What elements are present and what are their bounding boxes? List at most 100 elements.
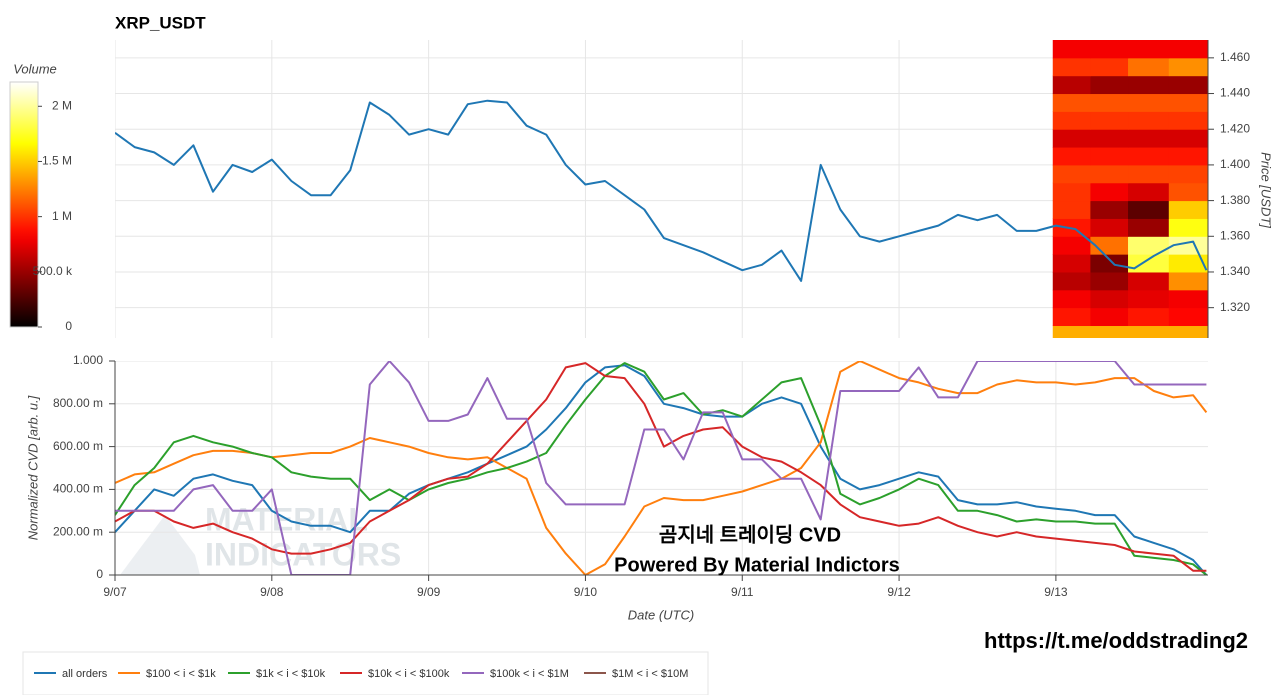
heatmap-cell [1052, 93, 1091, 112]
heatmap-cell [1168, 75, 1208, 95]
heatmap-cell [1090, 271, 1129, 291]
plot-area [115, 40, 1208, 338]
heatmap-cell [1168, 254, 1208, 273]
heatmap-cell [1128, 129, 1170, 148]
heatmap-cell [1168, 218, 1208, 237]
heatmap-cell [1128, 57, 1170, 77]
heatmap-cell [1052, 325, 1091, 338]
y-tick-label: 1.360 [1220, 228, 1250, 242]
data-line [115, 362, 1207, 572]
heatmap-cell [1168, 57, 1208, 77]
colorbar-tick-label: 1 M [52, 209, 72, 223]
heatmap-cell [1090, 164, 1129, 184]
data-line [115, 362, 1208, 575]
data-line [115, 361, 1207, 575]
colorbar-title: Volume [13, 61, 57, 76]
heatmap-cell [1090, 325, 1129, 338]
colorbar-tick-label: 0 [65, 319, 72, 333]
data-line [115, 361, 1208, 575]
heatmap-cell [1090, 40, 1129, 59]
heatmap-cell [1168, 182, 1208, 202]
x-tick-label: 9/13 [1044, 585, 1068, 599]
heatmap-cell [1090, 200, 1129, 219]
y-axis-label: Price [USDT] [1259, 152, 1274, 228]
heatmap-cell [1168, 289, 1208, 309]
heatmap-cell [1090, 75, 1129, 95]
heatmap-cell [1128, 164, 1170, 184]
y-tick-label: 1.320 [1220, 300, 1250, 314]
heatmap-cell [1168, 200, 1208, 219]
heatmap-cell [1128, 200, 1170, 219]
y-tick-label: 1.420 [1220, 121, 1250, 135]
x-tick-label: 9/08 [260, 585, 284, 599]
watermark-icon [120, 515, 200, 575]
heatmap-cell [1128, 182, 1170, 202]
colorbar-tick-label: 1.5 M [42, 154, 72, 168]
legend-label: all orders [62, 668, 108, 680]
heatmap-cell [1168, 93, 1208, 112]
heatmap-cell [1168, 111, 1208, 130]
heatmap-cell [1052, 289, 1091, 309]
heatmap-cell [1052, 200, 1091, 219]
heatmap-cell [1090, 289, 1129, 309]
heatmap-cell [1128, 289, 1170, 309]
heatmap-cell [1168, 325, 1208, 338]
watermark-text: 곰지네 트레이딩 CVD [659, 523, 841, 546]
watermark-text: Powered By Material Indictors [614, 554, 900, 576]
heatmap-cell [1090, 254, 1129, 273]
heatmap-cell [1090, 307, 1129, 327]
heatmap-cell [1052, 147, 1091, 166]
heatmap-cell [1090, 129, 1129, 148]
legend-label: $1k < i < $10k [256, 668, 326, 680]
y-tick-label: 600.00 m [53, 439, 103, 453]
heatmap-cell [1052, 40, 1091, 59]
legend-label: $1M < i < $10M [612, 668, 688, 680]
x-tick-label: 9/07 [103, 585, 127, 599]
y-tick-label: 1.340 [1220, 264, 1250, 278]
heatmap-cell [1052, 129, 1091, 148]
heatmap-cell [1128, 147, 1170, 166]
data-line [115, 364, 1208, 575]
legend-label: $100 < i < $1k [146, 668, 216, 680]
y-tick-label: 800.00 m [53, 396, 103, 410]
heatmap-cell [1128, 40, 1170, 59]
heatmap-cell [1168, 147, 1208, 166]
heatmap-cell [1128, 325, 1170, 338]
heatmap-cell [1090, 182, 1129, 202]
heatmap-cell [1052, 236, 1091, 255]
colorbar-tick-label: 2 M [52, 98, 72, 112]
legend-label: $100k < i < $1M [490, 668, 569, 680]
heatmap-cell [1052, 75, 1091, 95]
legend-label: $10k < i < $100k [368, 668, 450, 680]
heatmap-cell [1090, 93, 1129, 112]
colorbar [9, 81, 39, 328]
x-tick-label: 9/12 [887, 585, 911, 599]
y-tick-label: 1.400 [1220, 157, 1250, 171]
heatmap-cell [1128, 271, 1170, 291]
y-axis-label: Normalized CVD [arb. u.] [25, 395, 40, 540]
heatmap-cell [1052, 182, 1091, 202]
heatmap-cell [1052, 307, 1091, 327]
heatmap-cell [1168, 236, 1208, 255]
y-tick-label: 1.440 [1220, 86, 1250, 100]
x-tick-label: 9/09 [417, 585, 441, 599]
heatmap-cell [1168, 164, 1208, 184]
heatmap-cell [1168, 271, 1208, 291]
y-tick-label: 1.380 [1220, 193, 1250, 207]
heatmap-cell [1052, 254, 1091, 273]
heatmap-cell [1052, 164, 1091, 184]
y-tick-label: 1.460 [1220, 50, 1250, 64]
data-line [115, 99, 1208, 282]
colorbar-tick-label: 500.0 k [33, 264, 73, 278]
x-axis-label: Date (UTC) [628, 607, 694, 622]
heatmap-cell [1090, 147, 1129, 166]
heatmap-cell [1128, 111, 1170, 130]
x-tick-label: 9/11 [731, 585, 754, 599]
plot-area [115, 361, 1208, 575]
heatmap-cell [1128, 218, 1170, 237]
heatmap-cell [1090, 57, 1129, 77]
y-tick-label: 1.000 [73, 353, 103, 367]
heatmap-cell [1168, 129, 1208, 148]
heatmap-cell [1128, 254, 1170, 273]
